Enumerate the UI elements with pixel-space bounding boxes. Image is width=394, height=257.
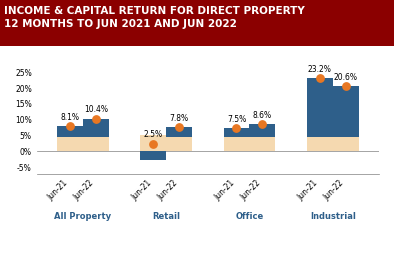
Text: 23.2%: 23.2% — [308, 65, 332, 74]
Text: Retail: Retail — [152, 213, 180, 222]
Bar — [249, 137, 275, 151]
Bar — [223, 128, 249, 137]
Text: 2.5%: 2.5% — [144, 130, 163, 139]
Point — [150, 141, 156, 145]
Point — [176, 125, 182, 129]
Point — [93, 116, 99, 121]
Bar — [83, 137, 109, 151]
Point — [259, 122, 266, 126]
Bar — [307, 137, 333, 151]
Text: INCOME & CAPITAL RETURN FOR DIRECT PROPERTY
12 MONTHS TO JUN 2021 AND JUN 2022: INCOME & CAPITAL RETURN FOR DIRECT PROPE… — [4, 6, 305, 29]
Bar — [307, 78, 333, 137]
Bar — [57, 137, 83, 151]
Bar — [249, 124, 275, 137]
Point — [342, 84, 349, 88]
Bar — [333, 137, 359, 151]
Legend: Income return, Capital growth, Total return: Income return, Capital growth, Total ret… — [16, 27, 210, 39]
Text: 7.8%: 7.8% — [169, 114, 189, 123]
Text: 7.5%: 7.5% — [227, 115, 246, 124]
Bar — [57, 126, 83, 137]
Bar — [333, 86, 359, 137]
Bar — [83, 118, 109, 137]
Text: 20.6%: 20.6% — [334, 73, 358, 82]
Point — [317, 76, 323, 80]
Point — [233, 126, 240, 130]
Text: All Property: All Property — [54, 213, 112, 222]
Text: 8.1%: 8.1% — [60, 113, 80, 122]
Bar — [166, 137, 192, 151]
Bar — [140, 135, 166, 151]
Text: Office: Office — [235, 213, 264, 222]
Text: Industrial: Industrial — [310, 213, 356, 222]
Point — [67, 124, 73, 128]
Bar — [140, 151, 166, 160]
Bar — [223, 137, 249, 151]
Text: 8.6%: 8.6% — [253, 111, 272, 120]
Text: 10.4%: 10.4% — [84, 105, 108, 114]
Bar — [166, 127, 192, 137]
